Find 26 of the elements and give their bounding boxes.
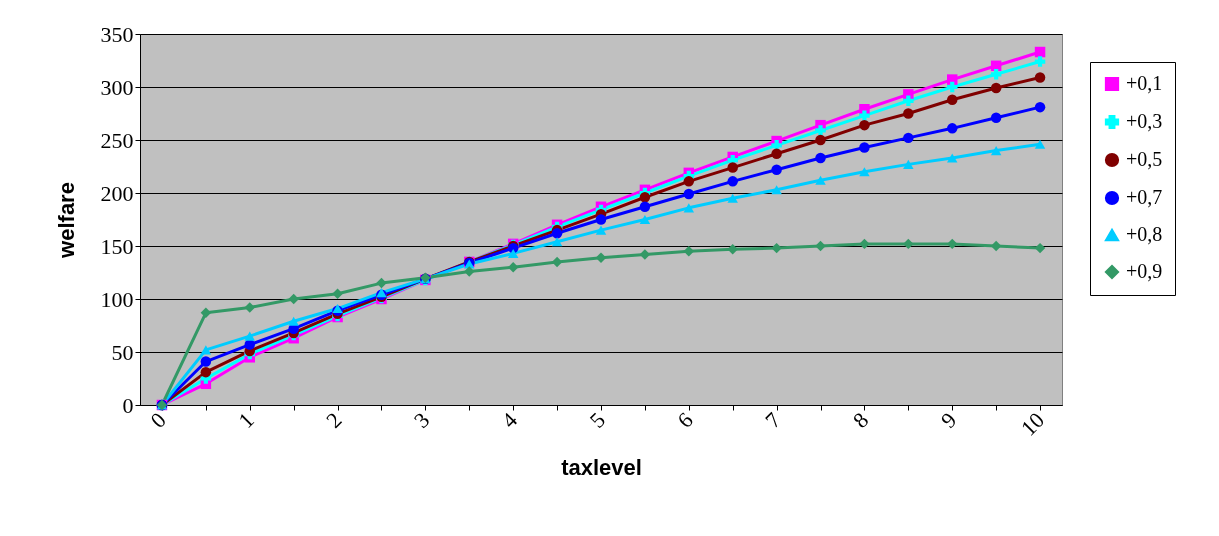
x-tick-label: 1 (233, 407, 259, 433)
x-tick-label: 0 (145, 407, 171, 433)
legend-label: +0,7 (1126, 186, 1163, 208)
x-axis-title: taxlevel (561, 454, 642, 480)
x-tick-label: 5 (584, 407, 610, 433)
y-tick-label: 100 (100, 286, 134, 312)
x-tick-label: 2 (321, 407, 347, 433)
legend-label: +0,1 (1126, 72, 1163, 94)
x-tick-label: 10 (1015, 407, 1050, 441)
x-tick-label: 6 (672, 407, 698, 433)
legend-label: +0,9 (1126, 260, 1163, 282)
legend-label: +0,3 (1126, 110, 1163, 132)
y-tick-label: 150 (100, 233, 134, 259)
x-tick-label: 7 (760, 407, 786, 433)
legend-label: +0,8 (1126, 223, 1163, 245)
legend-label: +0,5 (1126, 148, 1163, 170)
y-tick-label: 200 (100, 180, 134, 206)
y-tick-label: 250 (100, 127, 134, 153)
y-tick-label: 350 (100, 21, 134, 47)
x-tick-label: 8 (847, 407, 874, 433)
y-tick-label: 50 (111, 339, 134, 365)
y-axis-title: welfare (53, 182, 79, 259)
x-tick-label: 3 (408, 407, 435, 433)
x-tick-label: 4 (496, 407, 523, 433)
y-tick-label: 300 (100, 74, 134, 100)
x-tick-label: 9 (935, 407, 962, 433)
